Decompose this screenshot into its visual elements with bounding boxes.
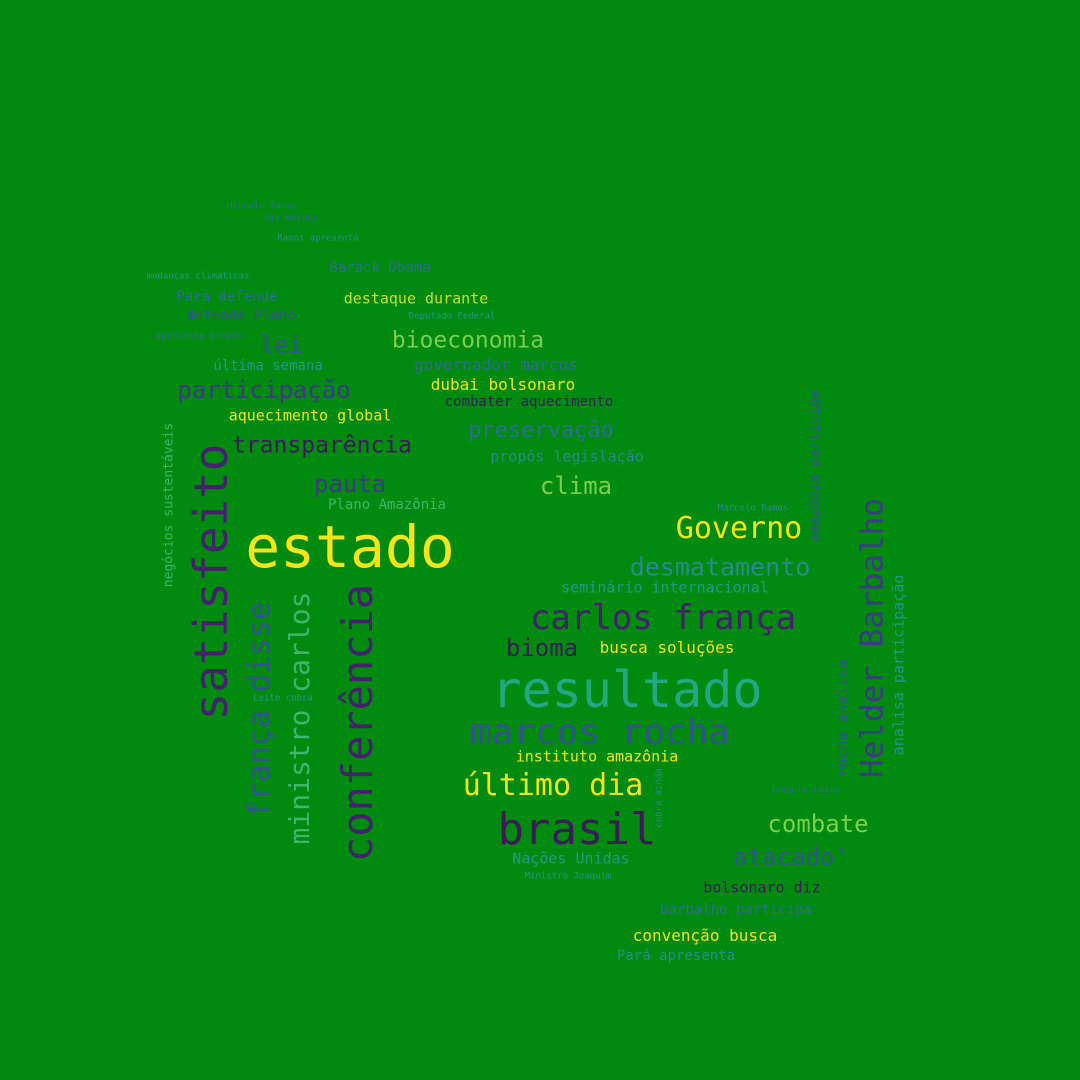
word-cobra-ainda: cobra ainda xyxy=(654,768,665,828)
word-convencao-busca: convenção busca xyxy=(632,926,778,945)
word-diz-helder: diz Helder xyxy=(263,213,319,224)
word-joaquim-leite: Joaquim Leite xyxy=(769,785,841,796)
word-governo: Governo xyxy=(675,511,803,546)
word-seminario-internacional: seminário internacional xyxy=(561,578,769,597)
word-plano-amazonia: Plano Amazônia xyxy=(327,497,447,513)
word-apresenta-propos: apresenta propôs xyxy=(155,331,243,342)
word-ramos-apresenta: Ramos apresenta xyxy=(277,233,359,244)
word-preservacao: preservação xyxy=(468,418,614,443)
word-marcelo-ramos: Marcelo Ramos xyxy=(717,503,789,514)
word-resultado: resultado xyxy=(491,661,763,719)
word-defende-plano: defende Plano xyxy=(186,308,296,324)
word-ultima-semana: última semana xyxy=(213,358,323,374)
word-ministro-joaquim: Ministro Joaquim xyxy=(524,871,612,882)
word-atacado: atacado' xyxy=(733,843,849,871)
word-ultimo-dia: último dia xyxy=(462,768,644,803)
word-conferencia: conferência xyxy=(333,583,382,863)
word-ministro-carlos: ministro carlos xyxy=(283,591,316,845)
word-participacao: participação xyxy=(177,376,351,404)
word-barack-obama: Barack Obama xyxy=(329,260,431,276)
word-satisfeito: satisfeito xyxy=(184,443,238,721)
word-estado: estado xyxy=(245,513,455,581)
word-lei: lei xyxy=(259,331,303,359)
word-combate: combate xyxy=(767,810,869,838)
word-carlos-franca: carlos frança xyxy=(529,598,797,638)
word-pauta: pauta xyxy=(313,470,387,498)
word-bolsonaro-diz: bolsonaro diz xyxy=(703,878,821,897)
word-clima: clima xyxy=(539,472,613,500)
word-barbalho-participa: barbalho participa xyxy=(660,902,812,918)
word-helder-barbalho: Helder Barbalho xyxy=(854,498,891,778)
word-mudancas-climaticas: mudanças climáticas xyxy=(146,271,250,282)
word-aquecimento-global: aquecimento global xyxy=(228,406,392,425)
word-marcos-rocha: marcos rocha xyxy=(469,712,731,753)
word-governador-marcos: governador marcos xyxy=(414,355,578,374)
word-busca-solucoes: busca soluções xyxy=(599,638,735,657)
word-analisa-participacao: analisa participação xyxy=(889,574,908,756)
word-destaque-durante: destaque durante xyxy=(343,289,489,308)
word-propos-legislacao: propôs legislação xyxy=(490,447,644,466)
word-leite-cobra: Leite cobra xyxy=(253,693,313,704)
word-desmatamento: desmatamento xyxy=(629,552,811,582)
word-bioeconomia: bioeconomia xyxy=(391,327,545,354)
word-brasil: brasil xyxy=(497,804,657,855)
word-nacoes-unidas: Nações Unidas xyxy=(512,849,630,868)
word-dubai-bolsonaro: dubai bolsonaro xyxy=(430,375,576,394)
word-transparencia: transparência xyxy=(231,432,413,459)
word-franca-disse: frança disse xyxy=(242,601,277,819)
word-amazonia-participa: amazônia participa xyxy=(807,390,823,542)
word-instituto-amazonia: instituto amazônia xyxy=(515,747,679,766)
word-rocha-analisa: rocha analisa xyxy=(833,659,852,777)
word-para-apresenta: Pará apresenta xyxy=(616,948,736,964)
word-deputado-federal: Deputado Federal xyxy=(408,311,496,322)
word-negocios-sustentaveis: negócios sustentáveis xyxy=(161,422,177,588)
word-combater-aquecimento: combater aquecimento xyxy=(444,394,614,410)
word-marcelo-ramos-2: Marcelo Ramos xyxy=(226,201,298,212)
word-bioma: bioma xyxy=(505,634,579,662)
word-para-defende: Pará defende xyxy=(176,289,278,305)
